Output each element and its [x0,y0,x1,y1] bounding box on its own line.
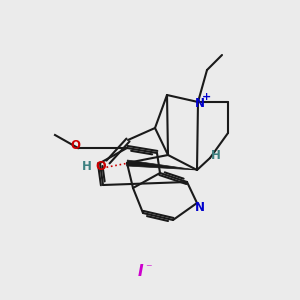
Text: I: I [137,265,143,280]
Text: N: N [194,97,205,110]
Text: N: N [194,201,204,214]
Polygon shape [127,160,197,170]
Text: O: O [96,160,106,173]
Text: +: + [202,92,211,102]
Text: O: O [70,139,81,152]
Text: H: H [211,149,221,162]
Text: H: H [82,160,92,173]
Text: ⁻: ⁻ [145,262,152,275]
